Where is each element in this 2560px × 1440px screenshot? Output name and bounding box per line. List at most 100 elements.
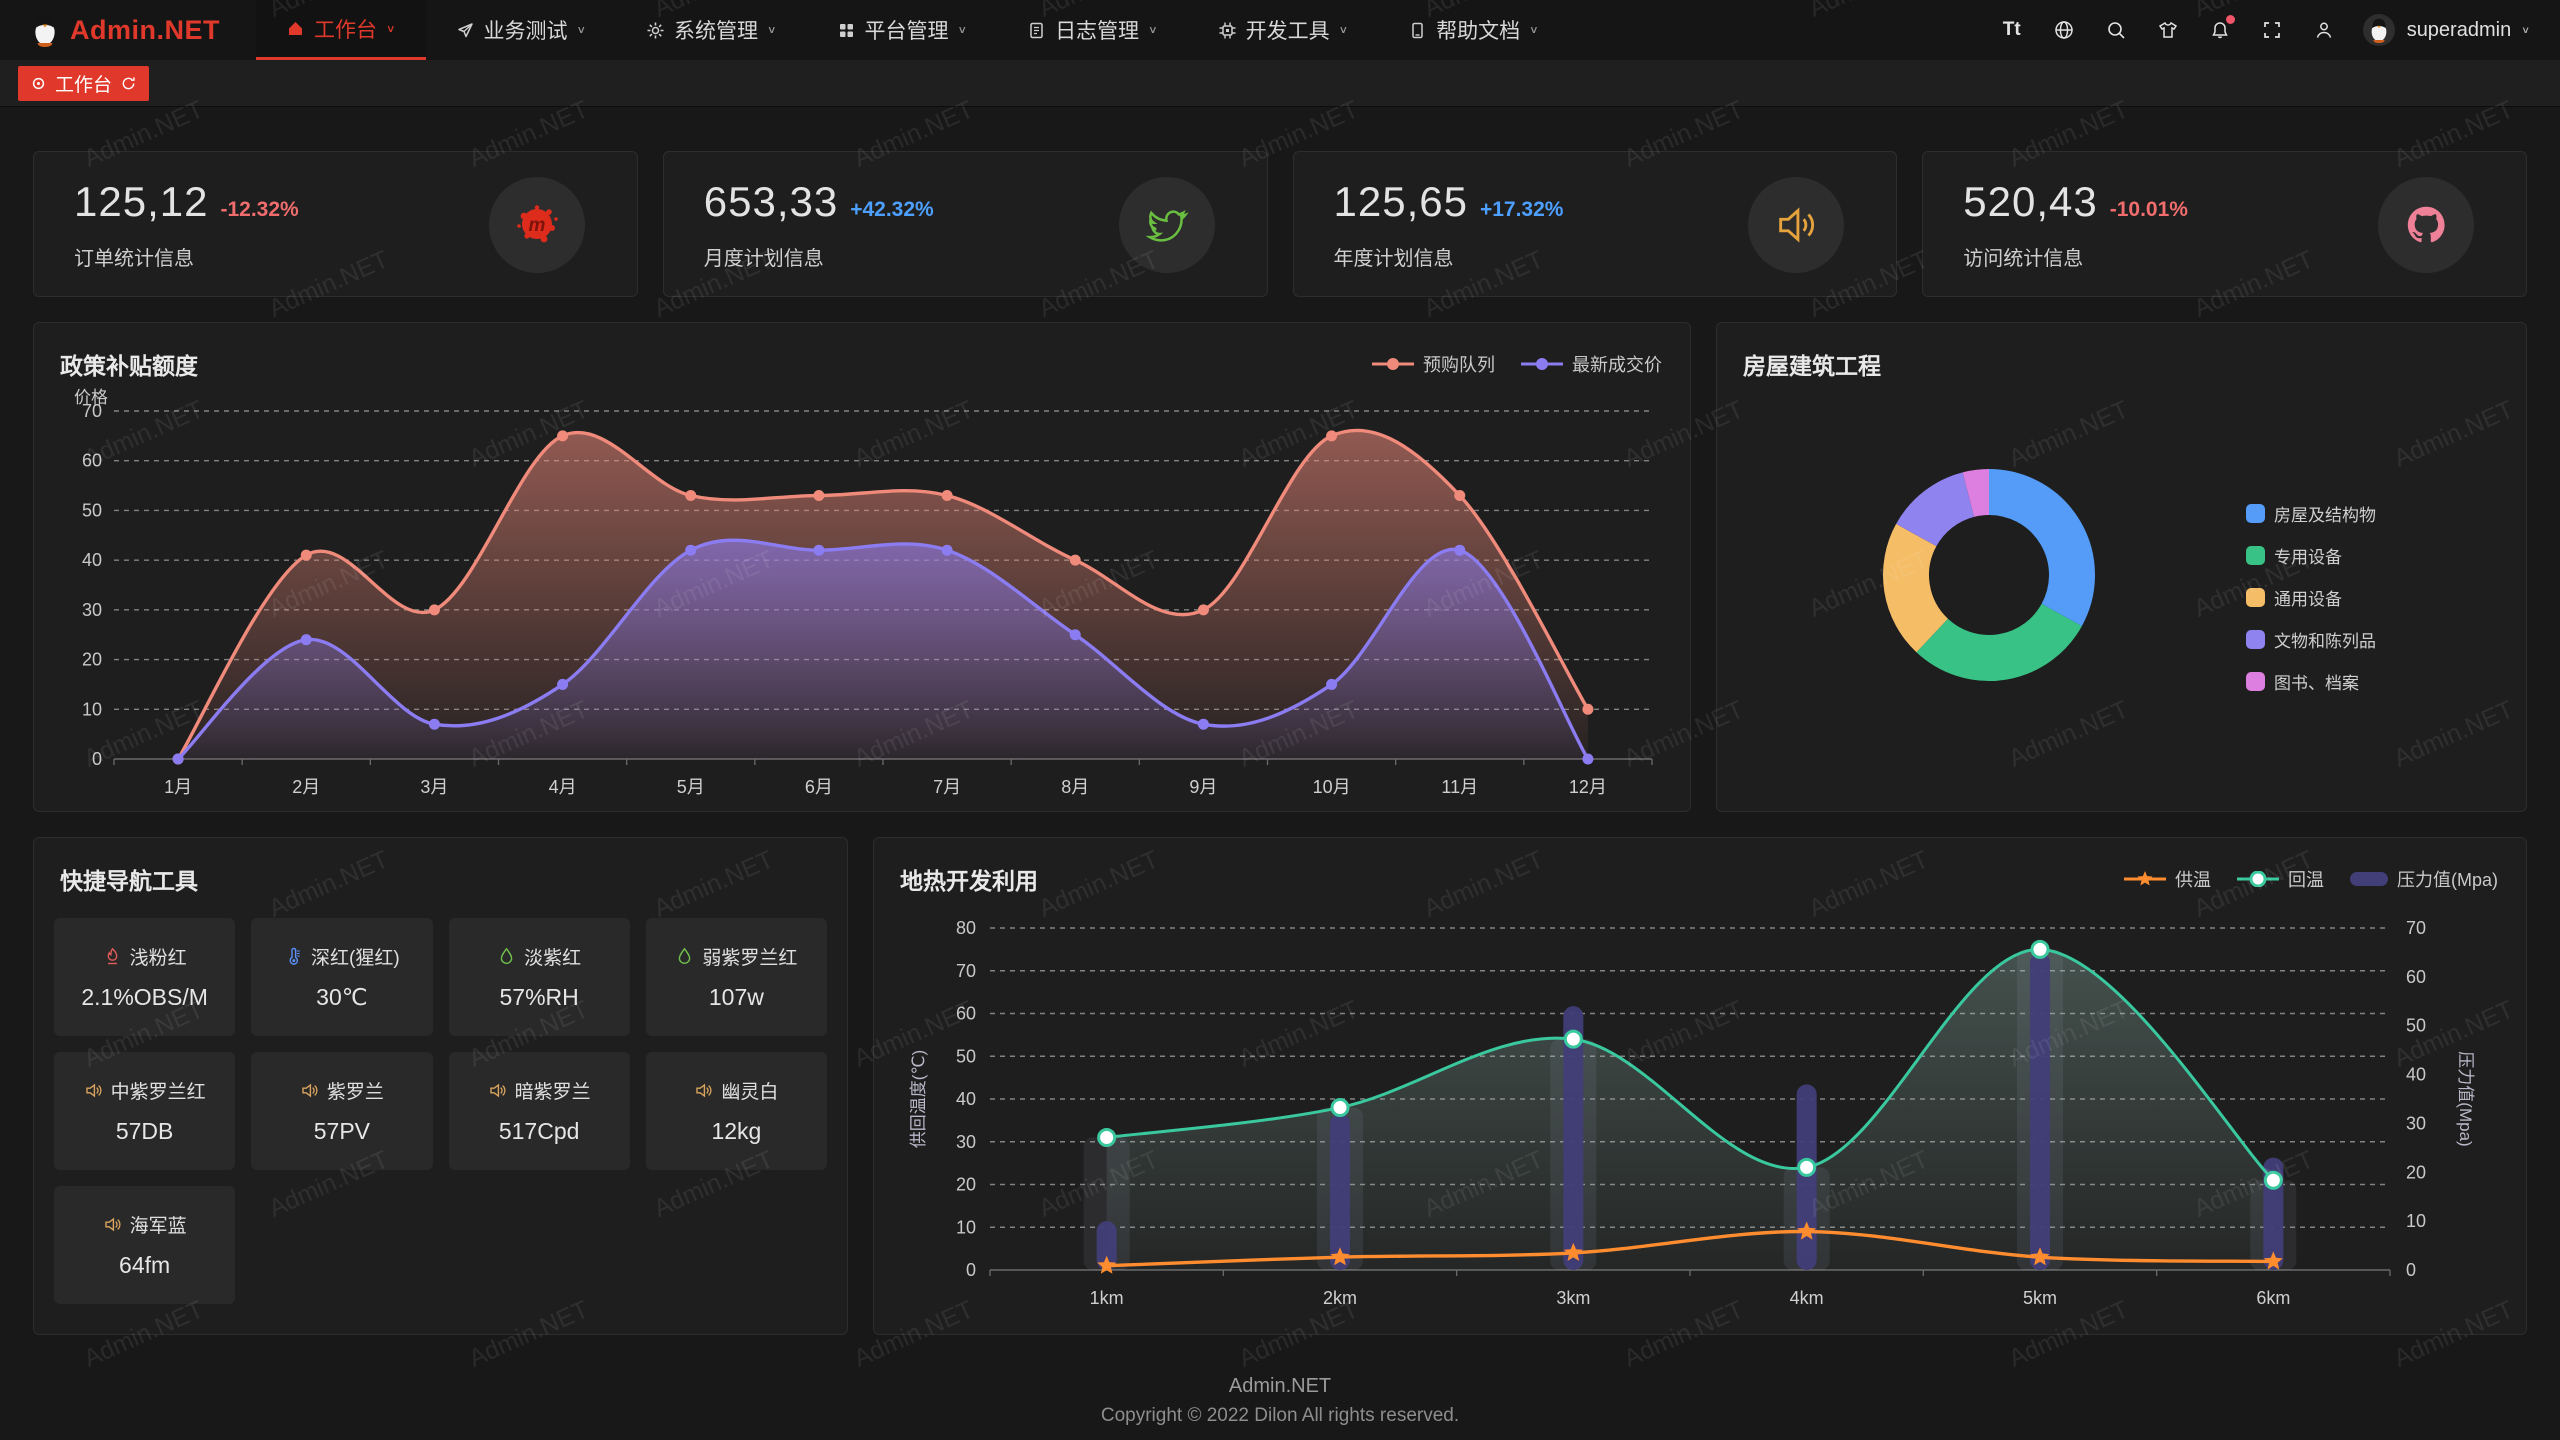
- font-size-button[interactable]: Tt: [2002, 19, 2021, 40]
- nav-item-label: 业务测试: [483, 20, 568, 43]
- legend-label: 压力值(Mpa): [2396, 870, 2498, 890]
- legend-item[interactable]: 图书、档案: [2246, 669, 2376, 694]
- chevron-down-icon: ∨: [1529, 23, 1539, 36]
- quick-nav-item-value: 30℃: [316, 984, 368, 1010]
- quick-nav-item-value: 57%RH: [499, 984, 579, 1010]
- chart-title: 地热开发利用: [900, 868, 1038, 894]
- chevron-down-icon: ∨: [767, 23, 777, 36]
- svg-text:0: 0: [2406, 1260, 2416, 1280]
- quick-nav-item-1[interactable]: 浅粉红 2.1%OBS/M: [54, 918, 236, 1036]
- stat-card-orders: 125,12 -12.32% 订单统计信息 m: [33, 151, 638, 297]
- legend-swatch: [2246, 630, 2265, 649]
- legend-item[interactable]: 房屋及结构物: [2246, 501, 2376, 526]
- quick-nav-item-9[interactable]: 海军蓝 64fm: [54, 1186, 236, 1304]
- header-actions: Tt: [1999, 0, 2560, 60]
- fullscreen-icon[interactable]: [2259, 17, 2285, 43]
- user-chevron-down-icon: ∨: [2521, 24, 2530, 36]
- svg-text:20: 20: [956, 1175, 976, 1195]
- quick-nav-item-6[interactable]: 紫罗兰 57PV: [251, 1052, 433, 1170]
- quick-nav-item-4[interactable]: 弱紫罗兰红 107w: [645, 918, 827, 1036]
- svg-text:10: 10: [2406, 1211, 2426, 1231]
- svg-text:6km: 6km: [2256, 1288, 2290, 1308]
- chevron-down-icon: ∨: [1148, 23, 1158, 36]
- svg-text:1km: 1km: [1090, 1288, 1124, 1308]
- nav-item-4[interactable]: 平台管理 ∨: [807, 0, 998, 60]
- nav-item-label: 帮助文档: [1436, 20, 1521, 43]
- svg-text:40: 40: [956, 1089, 976, 1109]
- svg-text:70: 70: [2406, 918, 2426, 938]
- svg-text:9月: 9月: [1189, 777, 1217, 797]
- nav-item-7[interactable]: 帮助文档 ∨: [1378, 0, 1569, 60]
- user-avatar[interactable]: [2362, 14, 2395, 46]
- quick-nav-item-3[interactable]: 淡紫红 57%RH: [448, 918, 630, 1036]
- quick-nav-item-2[interactable]: 深红(猩红) 30℃: [251, 918, 433, 1036]
- svg-text:8月: 8月: [1061, 777, 1089, 797]
- legend-item[interactable]: 通用设备: [2246, 585, 2376, 610]
- legend-item[interactable]: 文物和陈列品: [2246, 627, 2376, 652]
- language-icon[interactable]: [2051, 17, 2077, 43]
- subsidy-chart-legend: 预购队列 最新成交价: [1372, 351, 1662, 377]
- nav-item-3[interactable]: 系统管理 ∨: [616, 0, 807, 60]
- legend-item[interactable]: 回温: [2236, 866, 2324, 892]
- home-icon: [286, 19, 305, 38]
- quick-nav-item-value: 64fm: [119, 1252, 171, 1278]
- nav-item-6[interactable]: 开发工具 ∨: [1188, 0, 1379, 60]
- username[interactable]: superadmin: [2406, 18, 2512, 41]
- nav-item-5[interactable]: 日志管理 ∨: [997, 0, 1188, 60]
- tab-workbench[interactable]: 工作台: [18, 65, 150, 101]
- legend-item[interactable]: 预购队列: [1372, 351, 1495, 377]
- svg-text:30: 30: [956, 1132, 976, 1152]
- quick-nav-item-label: 中紫罗兰红: [110, 1082, 206, 1103]
- legend-item[interactable]: 专用设备: [2246, 543, 2376, 568]
- quick-nav-item-label: 浅粉红: [129, 948, 187, 969]
- notification-bell-icon[interactable]: [2207, 15, 2235, 43]
- app-logo[interactable]: Admin.NET: [0, 0, 256, 60]
- svg-text:0: 0: [92, 749, 102, 769]
- quick-nav-item-5[interactable]: 中紫罗兰红 57DB: [54, 1052, 236, 1170]
- stat-value: 125,12: [74, 178, 209, 225]
- tab-refresh-icon[interactable]: [121, 76, 136, 91]
- nav-item-1[interactable]: 工作台 ∨: [256, 0, 426, 60]
- search-icon[interactable]: [2103, 17, 2129, 43]
- svg-text:80: 80: [956, 918, 976, 938]
- svg-text:50: 50: [82, 500, 102, 520]
- nav-item-label: 工作台: [314, 18, 377, 42]
- legend-label: 预购队列: [1423, 355, 1495, 375]
- legend-item[interactable]: 最新成交价: [1521, 351, 1662, 377]
- profile-icon[interactable]: [2311, 17, 2337, 43]
- nav-item-2[interactable]: 业务测试 ∨: [426, 0, 617, 60]
- stat-card-yearly: 125,65 +17.32% 年度计划信息: [1292, 151, 1898, 297]
- fire-icon: [103, 947, 122, 966]
- app-title: Admin.NET: [70, 14, 220, 45]
- stat-value: 653,33: [703, 178, 839, 225]
- main-nav: 工作台 ∨ 业务测试 ∨ 系统管理 ∨ 平台管理 ∨ 日志管理 ∨ 开发工具 ∨ 帮助文档 ∨: [256, 0, 1569, 60]
- footer-copyright: Copyright © 2022 Dilon All rights reserv…: [1100, 1405, 1460, 1426]
- meetup-icon: m: [488, 177, 585, 273]
- log-icon: [1027, 21, 1046, 40]
- quick-nav-item-7[interactable]: 暗紫罗兰 517Cpd: [448, 1052, 630, 1170]
- legend-label: 专用设备: [2274, 548, 2342, 567]
- svg-text:2月: 2月: [292, 777, 320, 797]
- speaker-icon: [84, 1081, 103, 1100]
- octocat-icon: [2378, 177, 2474, 273]
- speaker-icon: [103, 1215, 122, 1234]
- stat-label: 访问统计信息: [1963, 248, 2084, 270]
- geothermal-chart-card: 地热开发利用 供温 回温 压力值(Mpa) 0 10 20 30 40 50 60 70 80 0 10…: [873, 837, 2527, 1335]
- theme-shirt-icon[interactable]: [2155, 17, 2181, 43]
- nav-item-label: 开发工具: [1245, 20, 1330, 43]
- legend-marker-icon: [2349, 871, 2388, 887]
- main-content: 125,12 -12.32% 订单统计信息 m: [0, 107, 2560, 1431]
- legend-item[interactable]: 供温: [2123, 866, 2211, 892]
- svg-text:供回温度(℃): 供回温度(℃): [909, 1050, 928, 1148]
- svg-text:2km: 2km: [1323, 1288, 1357, 1308]
- svg-text:0: 0: [966, 1260, 976, 1280]
- svg-text:20: 20: [2406, 1162, 2426, 1182]
- quick-nav-item-8[interactable]: 幽灵白 12kg: [645, 1052, 827, 1170]
- legend-item[interactable]: 压力值(Mpa): [2349, 866, 2498, 892]
- nav-item-label: 系统管理: [674, 20, 759, 43]
- svg-text:6月: 6月: [805, 777, 833, 797]
- tab-bar: 工作台: [0, 60, 2560, 107]
- svg-text:7月: 7月: [933, 777, 961, 797]
- tab-label: 工作台: [55, 74, 113, 96]
- bottom-row: 快捷导航工具 浅粉红 2.1%OBS/M 深红(猩红) 30℃ 淡紫红 57%RH 弱紫罗兰…: [33, 837, 2527, 1335]
